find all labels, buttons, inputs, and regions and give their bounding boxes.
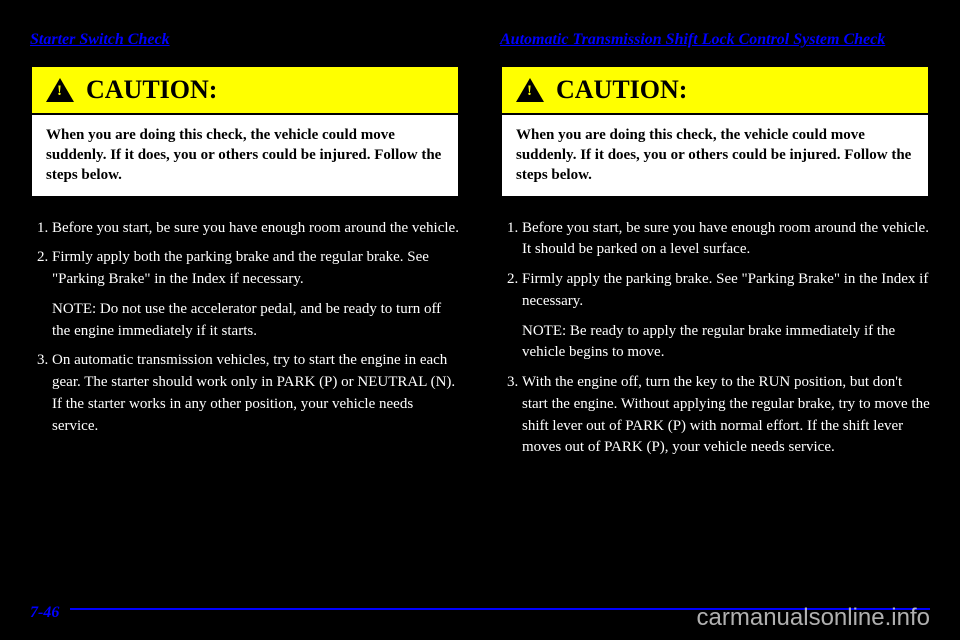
warning-triangle-icon	[516, 78, 544, 102]
caution-label: CAUTION:	[86, 75, 217, 105]
page-number: 7-46	[30, 604, 59, 622]
warning-triangle-icon	[46, 78, 74, 102]
caution-header: CAUTION:	[502, 67, 928, 113]
left-steps: Before you start, be sure you have enoug…	[30, 218, 460, 438]
list-item: Before you start, be sure you have enoug…	[52, 218, 460, 240]
right-caution-box: CAUTION: When you are doing this check, …	[500, 65, 930, 198]
left-caution-box: CAUTION: When you are doing this check, …	[30, 65, 460, 198]
caution-header: CAUTION:	[32, 67, 458, 113]
right-steps: Before you start, be sure you have enoug…	[500, 218, 930, 460]
note-text: NOTE: Do not use the accelerator pedal, …	[52, 299, 460, 343]
note-text: NOTE: Be ready to apply the regular brak…	[522, 321, 930, 365]
right-column: Automatic Transmission Shift Lock Contro…	[500, 30, 930, 467]
list-item: Firmly apply both the parking brake and …	[52, 247, 460, 291]
left-column: Starter Switch Check CAUTION: When you a…	[30, 30, 460, 467]
caution-body-text: When you are doing this check, the vehic…	[32, 113, 458, 196]
caution-body-text: When you are doing this check, the vehic…	[502, 113, 928, 196]
list-item: On automatic transmission vehicles, try …	[52, 350, 460, 437]
watermark-text: carmanualsonline.info	[697, 604, 930, 632]
right-section-title[interactable]: Automatic Transmission Shift Lock Contro…	[500, 30, 930, 51]
caution-label: CAUTION:	[556, 75, 687, 105]
list-item: With the engine off, turn the key to the…	[522, 372, 930, 459]
list-item: Firmly apply the parking brake. See "Par…	[522, 269, 930, 313]
left-section-title[interactable]: Starter Switch Check	[30, 30, 460, 51]
list-item: Before you start, be sure you have enoug…	[522, 218, 930, 262]
